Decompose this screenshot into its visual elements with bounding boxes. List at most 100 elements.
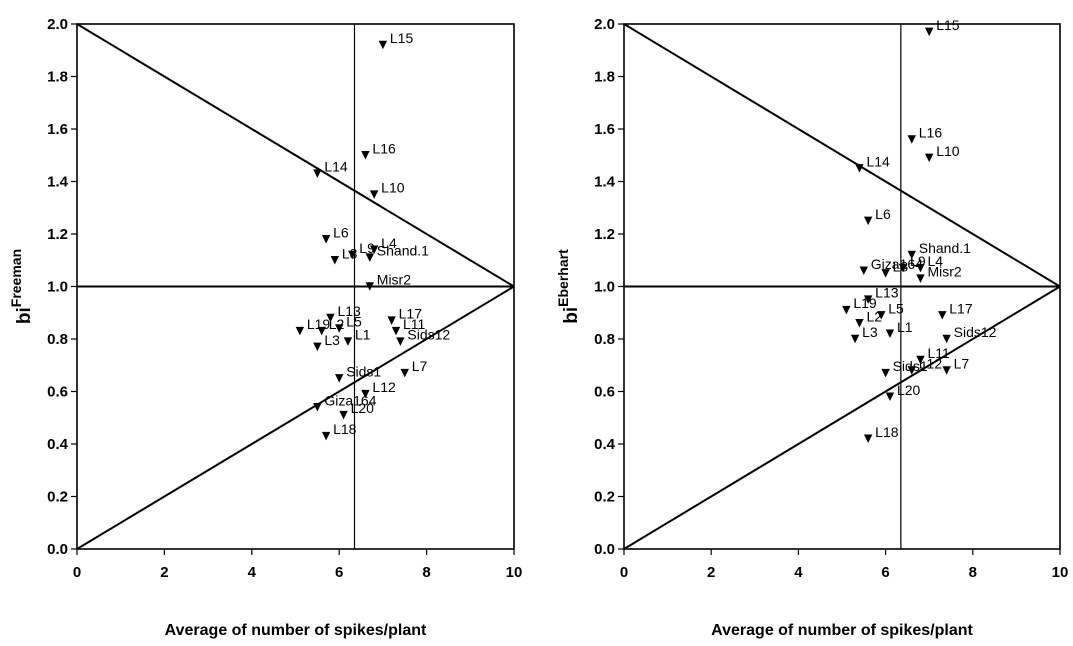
data-point-label: L14 — [324, 159, 348, 175]
data-point-marker — [907, 366, 916, 375]
data-point-label: L20 — [351, 400, 375, 416]
data-point-marker — [387, 316, 396, 325]
chart-panel-1: 0.0 0.2 0.4 0.6 0.8 1.0 1.2 1.4 1.6 1.8 2.0 0 2 4 6 8 10… — [8, 16, 522, 639]
data-point-label: L12 — [372, 379, 396, 395]
data-point-marker — [916, 355, 925, 365]
data-point-marker — [925, 27, 934, 37]
y-axis-label: biEberhart — [555, 249, 582, 324]
y-tick-label: 1.8 — [594, 69, 615, 86]
y-axis-label: biFreeman — [8, 249, 35, 324]
data-point-label: L8 — [342, 245, 358, 261]
data-point-marker — [916, 263, 925, 273]
data-point-marker — [942, 366, 951, 375]
y-tick-label: 1.0 — [594, 279, 615, 296]
data-point-label: L16 — [919, 125, 943, 141]
data-point-label: L11 — [927, 345, 950, 361]
y-tick-label: 0.4 — [47, 436, 69, 453]
y-axis-label-superscript: Freeman — [8, 249, 24, 307]
data-point-marker — [942, 334, 951, 344]
y-tick-label: 1.2 — [594, 226, 615, 243]
x-tick-label: 6 — [335, 564, 343, 581]
data-point-marker — [396, 337, 405, 346]
data-point-label: L9 — [359, 240, 375, 256]
data-point-label: L10 — [936, 143, 960, 159]
data-point-marker — [295, 326, 305, 336]
data-point-label: L13 — [875, 285, 899, 301]
data-point-label: L20 — [897, 382, 921, 398]
data-point-marker — [863, 434, 873, 443]
y-tick-label: 2.0 — [47, 16, 68, 33]
data-point-label: L5 — [888, 300, 904, 316]
y-tick-label: 1.4 — [594, 174, 616, 191]
data-point-marker — [881, 368, 890, 378]
data-point-label: L18 — [333, 421, 357, 437]
y-axis-label-main: bi — [561, 307, 582, 324]
reference-diagonal-line — [76, 285, 515, 550]
x-tick-label: 2 — [160, 564, 168, 581]
reference-diagonal-line — [623, 23, 1061, 288]
data-point-label: L13 — [337, 303, 361, 319]
data-point-marker — [330, 256, 340, 265]
y-tick-label: 0.2 — [594, 489, 615, 506]
data-point-marker — [335, 324, 344, 333]
y-tick-label: 2.0 — [594, 16, 615, 33]
y-tick-label: 1.8 — [47, 69, 68, 86]
data-point-label: L2 — [329, 316, 345, 332]
data-point-label: Sids1 — [346, 363, 381, 379]
data-point-marker — [842, 305, 851, 315]
data-point-label: L6 — [333, 224, 349, 240]
data-point-label: Misr2 — [927, 264, 961, 280]
data-point-label: L19 — [307, 316, 331, 332]
data-point-label: L7 — [954, 356, 970, 372]
data-point-marker — [348, 250, 357, 260]
data-point-label: L1 — [897, 319, 913, 335]
data-point-marker — [877, 311, 886, 320]
y-tick-label: 0.0 — [594, 541, 615, 558]
data-point-label: L10 — [381, 180, 405, 196]
data-point-label: Giza164 — [324, 392, 376, 408]
y-axis-label-main: bi — [14, 307, 35, 324]
y-tick-label: 1.0 — [47, 279, 68, 296]
data-point-marker — [916, 274, 925, 283]
x-axis-label: Average of number of spikes/plant — [711, 622, 973, 639]
data-point-marker — [898, 263, 908, 273]
data-point-label: Shand.1 — [377, 243, 429, 259]
data-point-label: L4 — [381, 235, 397, 251]
y-tick-label: 0.6 — [594, 384, 615, 401]
data-point-marker — [317, 326, 326, 336]
data-point-label: L18 — [875, 424, 899, 440]
x-tick-label: 8 — [969, 564, 977, 581]
data-point-marker — [313, 169, 322, 178]
data-point-label: L16 — [372, 140, 396, 156]
data-point-label: L19 — [853, 295, 877, 311]
data-point-label: L17 — [399, 306, 423, 322]
data-point-label: L3 — [324, 332, 340, 348]
data-point-marker — [339, 410, 348, 420]
y-tick-label: 1.4 — [47, 174, 69, 191]
y-tick-label: 0.0 — [47, 541, 68, 558]
data-point-label: L8 — [893, 258, 909, 274]
data-point-label: L11 — [403, 316, 426, 332]
x-tick-label: 8 — [422, 564, 430, 581]
data-point-label: L15 — [936, 17, 960, 33]
data-point-label: L12 — [919, 356, 943, 372]
data-point-label: L4 — [927, 253, 943, 269]
data-point-label: L14 — [866, 153, 890, 169]
y-tick-label: 0.8 — [594, 331, 615, 348]
data-point-marker — [907, 135, 916, 144]
y-tick-label: 1.6 — [47, 121, 68, 138]
data-point-label: L2 — [866, 308, 882, 324]
y-tick-label: 0.6 — [47, 384, 68, 401]
x-tick-label: 2 — [707, 564, 715, 581]
reference-diagonal-line — [623, 285, 1061, 550]
data-point-label: Sids12 — [407, 327, 450, 343]
data-point-marker — [863, 216, 873, 226]
data-point-marker — [365, 282, 374, 291]
data-point-marker — [313, 342, 322, 352]
data-point-marker — [881, 269, 890, 278]
y-tick-label: 1.6 — [594, 121, 615, 138]
x-axis-label: Average of number of spikes/plant — [165, 622, 427, 639]
data-point-marker — [885, 329, 895, 338]
